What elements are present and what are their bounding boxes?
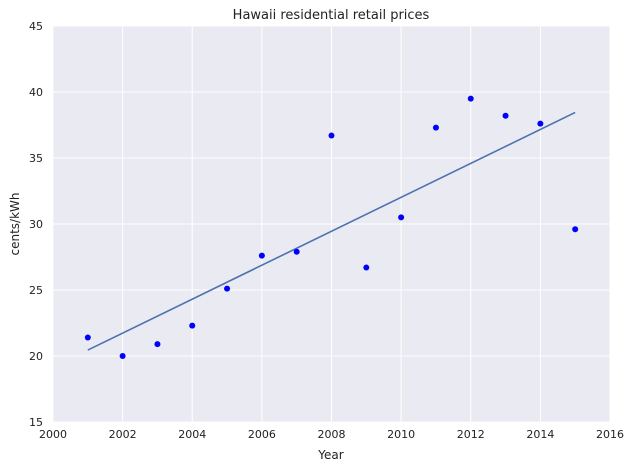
data-point <box>258 252 265 259</box>
data-point <box>432 124 439 131</box>
x-tick-label: 2010 <box>387 428 415 441</box>
x-tick-label: 2008 <box>318 428 346 441</box>
y-tick-label: 35 <box>29 152 43 165</box>
trend-line <box>87 111 576 351</box>
x-tick-label: 2006 <box>248 428 276 441</box>
data-point <box>154 341 161 348</box>
data-point <box>293 248 300 255</box>
data-point <box>189 322 196 329</box>
x-axis-ticks: 2000 2002 2004 2006 2008 2010 2012 2014 2016 <box>39 428 624 441</box>
x-tick-label: 2002 <box>109 428 137 441</box>
data-point <box>84 334 91 341</box>
data-point <box>537 120 544 127</box>
x-tick-label: 2004 <box>178 428 206 441</box>
x-axis-label: Year <box>317 448 343 462</box>
x-tick-label: 2014 <box>526 428 554 441</box>
x-tick-label: 2012 <box>457 428 485 441</box>
x-tick-label: 2000 <box>39 428 67 441</box>
data-point <box>572 226 579 233</box>
data-point <box>467 95 474 102</box>
data-point <box>398 214 405 221</box>
y-axis-label: cents/kWh <box>8 192 22 255</box>
y-tick-label: 45 <box>29 20 43 33</box>
data-point <box>363 264 370 271</box>
data-point <box>119 353 126 359</box>
y-tick-label: 30 <box>29 218 43 231</box>
data-point <box>502 112 509 119</box>
y-tick-label: 20 <box>29 350 43 363</box>
x-tick-label: 2016 <box>596 428 624 441</box>
y-tick-label: 15 <box>29 416 43 429</box>
y-tick-label: 40 <box>29 86 43 99</box>
data-point <box>224 285 231 292</box>
chart-title: Hawaii residential retail prices <box>233 8 430 23</box>
grid <box>52 25 611 423</box>
data-points <box>84 95 579 359</box>
data-point <box>328 132 335 139</box>
y-tick-label: 25 <box>29 284 43 297</box>
y-axis-ticks: 15 20 25 30 35 40 45 <box>29 20 43 429</box>
